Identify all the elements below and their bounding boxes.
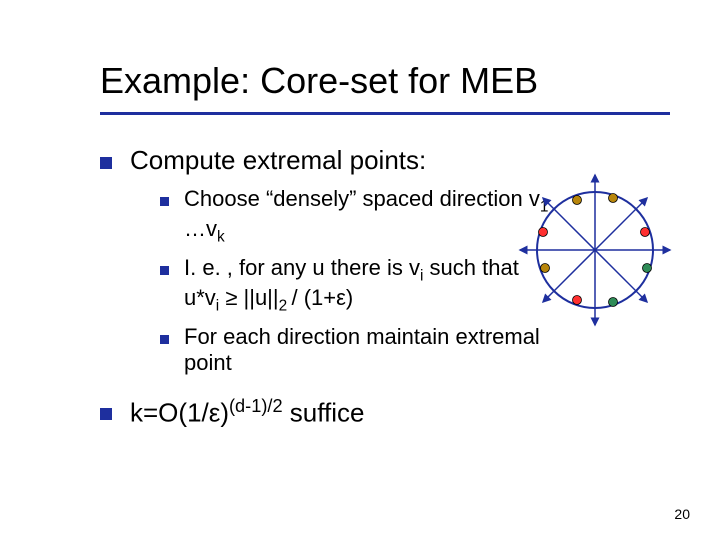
t: suffice	[283, 397, 365, 427]
t: Choose “densely” spaced direction v	[184, 186, 540, 211]
t: …v	[184, 216, 217, 241]
t: 2	[279, 298, 292, 315]
t: / (1+ε)	[291, 285, 353, 310]
bullet-compute-text: Compute extremal points:	[130, 145, 426, 175]
t: I. e. , for any u there is v	[184, 255, 420, 280]
sub-choose: Choose “densely” spaced direction v1 …vk	[160, 186, 560, 247]
slide: Example: Core-set for MEB Compute extrem…	[0, 0, 720, 540]
bullet-k: k=O(1/ε)(d-1)/2 suffice	[100, 396, 670, 429]
t: k	[217, 229, 225, 246]
t: k=O(1/ε)	[130, 397, 229, 427]
t: ≥ ||u||	[219, 285, 278, 310]
direction-diagram	[525, 180, 665, 320]
page-number: 20	[674, 506, 690, 522]
slide-title: Example: Core-set for MEB	[100, 60, 670, 115]
t: (d-1)/2	[229, 396, 283, 416]
sub-foreach: For each direction maintain extremal poi…	[160, 324, 560, 376]
sub-ie: I. e. , for any u there is vi such that …	[160, 255, 560, 316]
